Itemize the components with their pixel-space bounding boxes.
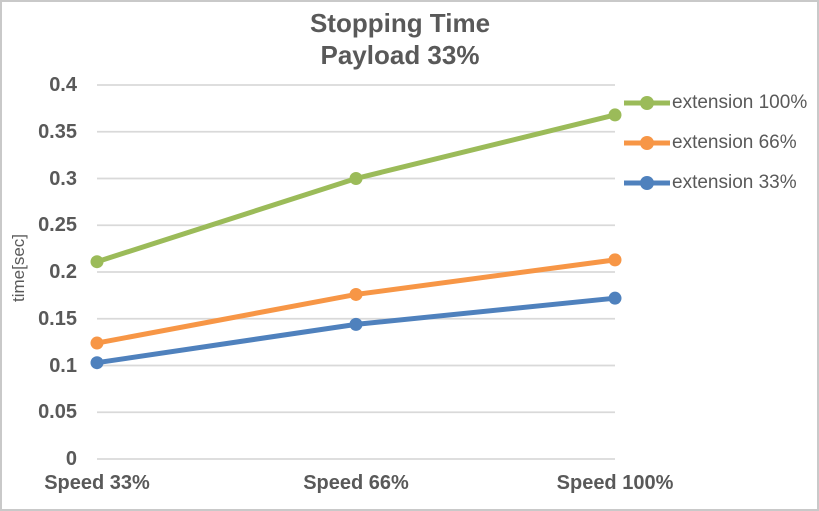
legend-line-marker-icon xyxy=(624,136,670,150)
y-tick-label: 0.25 xyxy=(38,214,77,237)
legend-item-extension-100: extension 100% xyxy=(623,83,807,123)
y-tick-label: 0.35 xyxy=(38,120,77,143)
y-tick-label: 0.05 xyxy=(38,401,77,424)
y-tick-label: 0.15 xyxy=(38,307,77,330)
chart-title: Stopping Time Payload 33% xyxy=(2,8,798,71)
y-tick-label: 0.4 xyxy=(49,74,77,96)
legend-label: extension 33% xyxy=(672,172,797,193)
chart-title-line1: Stopping Time xyxy=(309,8,491,38)
y-tick-label: 0.3 xyxy=(49,167,77,190)
legend-line-marker-icon xyxy=(624,96,670,110)
legend-item-extension-33: extension 33% xyxy=(623,163,807,203)
x-axis-label-speed-33: Speed 33% xyxy=(44,472,150,494)
chart-title-line2: Payload 33% xyxy=(320,39,480,70)
legend-label: extension 100% xyxy=(672,92,808,113)
x-axis-label-speed-100: Speed 100% xyxy=(556,472,674,494)
legend-label: extension 66% xyxy=(672,132,797,153)
y-axis-tick-labels: 0 0.05 0.1 0.15 0.2 0.25 0.3 0.35 0.4 xyxy=(2,2,77,509)
y-tick-label: 0 xyxy=(65,448,77,470)
y-tick-label: 0.1 xyxy=(49,354,77,377)
legend: extension 100% extension 66% extension 3… xyxy=(623,83,807,203)
legend-item-extension-66: extension 66% xyxy=(623,123,807,163)
x-axis-labels: Speed 33% Speed 66% Speed 100% xyxy=(2,472,817,502)
y-tick-label: 0.2 xyxy=(49,261,77,283)
x-axis-label-speed-66: Speed 66% xyxy=(303,472,409,494)
legend-line-marker-icon xyxy=(624,176,670,190)
